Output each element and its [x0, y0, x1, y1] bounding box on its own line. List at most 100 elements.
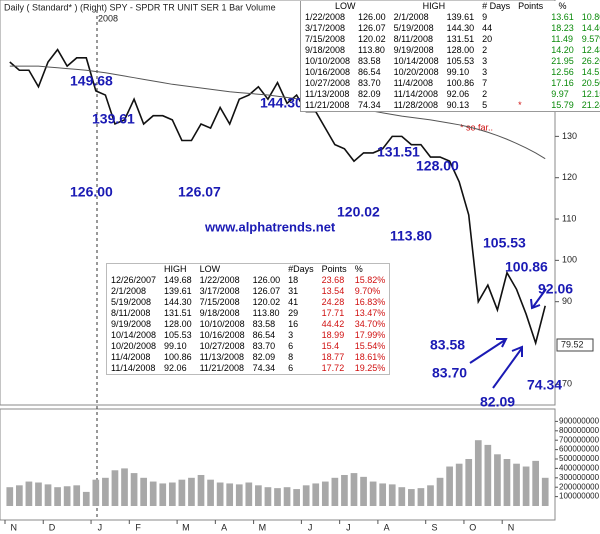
table-cell: 105.53 [446, 56, 475, 66]
y-tick-label: 90 [562, 296, 572, 306]
header-cell [107, 264, 161, 276]
table-cell: 100.86 [446, 78, 475, 88]
table-cell: 13.61 [551, 12, 574, 22]
x-tick-label: O [469, 522, 476, 532]
y-tick-label: 700000000 [559, 435, 600, 444]
table-cell: 29 [288, 308, 299, 318]
table-cell: 15.82% [354, 275, 386, 285]
table-cell: 20 [482, 34, 493, 44]
table-cell: 1/22/2008 [199, 275, 240, 285]
table-cell: 86.54 [358, 67, 381, 77]
table-cell: 128.00 [446, 45, 475, 55]
volume-bar [245, 482, 253, 506]
table-cell: 11/28/2008 [393, 100, 438, 110]
y-tick-label: 110 [562, 213, 576, 223]
table-row: 8/11/2008 131.51 9/18/2008 113.80 29 17.71 13.… [107, 308, 390, 319]
volume-bar [111, 470, 119, 506]
volume-bar [130, 473, 138, 506]
table-cell: 1/22/2008 [305, 12, 346, 22]
x-tick-label: J [346, 522, 351, 532]
table-cell: 5/19/2008 [393, 23, 434, 33]
y-tick-label: 400000000 [559, 464, 600, 473]
price-annotation: 83.58 [430, 337, 465, 353]
flag: * [518, 100, 522, 110]
table-cell: 21.95 [551, 56, 574, 66]
volume-bar [255, 485, 262, 506]
volume-bar [465, 459, 473, 506]
volume-bar [197, 474, 205, 506]
volume-bar [408, 489, 415, 506]
table-row: 9/19/2008 128.00 10/10/2008 83.58 16 44.42 34.… [107, 319, 390, 330]
moving-average [9, 65, 546, 160]
table-cell: 139.61 [164, 286, 192, 296]
table-cell: 126.00 [358, 12, 386, 22]
header-cell: % [558, 1, 567, 11]
header-cell: LOW [335, 1, 356, 11]
table-cell: 7/15/2008 [305, 34, 346, 44]
table-cell: 10.80% [581, 12, 600, 22]
table-cell: 7/15/2008 [199, 297, 240, 307]
table-cell: 31 [288, 286, 299, 296]
table-cell: 6 [288, 341, 294, 351]
table-cell: 2 [482, 89, 488, 99]
spacer [514, 67, 547, 78]
table-cell: 100.86 [164, 352, 192, 362]
volume-bar [484, 444, 492, 506]
y-tick-label: 70 [562, 379, 572, 389]
table-cell: 139.61 [446, 12, 475, 22]
volume-bar [63, 486, 71, 506]
website: www.alphatrends.net [204, 219, 336, 234]
table-cell: 99.10 [446, 67, 470, 77]
volume-bar [293, 489, 300, 506]
price-annotation: 139.61 [92, 111, 135, 127]
volume-bar [102, 477, 109, 506]
header-cell: LOW [199, 264, 221, 274]
volume-bar [474, 440, 482, 506]
volume-bar [312, 483, 320, 506]
volume-bar [503, 459, 511, 506]
table-cell: 120.02 [252, 297, 281, 307]
table-cell: 105.53 [164, 330, 192, 340]
table-cell: 19.25% [354, 363, 386, 373]
table-cell: 113.80 [252, 308, 280, 318]
volume-bar [92, 479, 100, 506]
table-cell: 126.07 [358, 23, 386, 33]
table-cell: 149.68 [164, 275, 192, 285]
spacer [514, 12, 547, 23]
table-cell: 12.48% [581, 45, 600, 55]
table-row: 10/20/2008 99.10 10/27/2008 83.70 6 15.4 15.54… [107, 341, 390, 352]
x-tick-label: F [135, 522, 141, 532]
volume-bar [494, 454, 501, 506]
table-cell: 11/13/2008 [199, 352, 244, 362]
spacer [514, 23, 547, 34]
price-annotation: 149.68 [70, 73, 113, 89]
y-tick-label: 600000000 [559, 445, 600, 454]
table-cell: 92.06 [446, 89, 470, 99]
table-cell: 10/20/2008 [393, 67, 439, 77]
table-cell: 2/1/2008 [111, 286, 147, 296]
price-annotation: 126.00 [70, 184, 113, 200]
table-row: 10/27/2008 83.70 11/4/2008 100.86 7 17.16 20.5… [301, 78, 600, 89]
volume-bar [369, 481, 377, 506]
table-cell: 83.58 [358, 56, 381, 66]
spacer [514, 45, 547, 56]
table-cell: 11/4/2008 [111, 352, 151, 362]
table-cell: 7 [482, 78, 488, 88]
x-tick-label: A [221, 522, 227, 532]
volume-bar [207, 479, 214, 506]
header-cell: HIGH [164, 264, 187, 274]
table-cell: 131.51 [446, 34, 475, 44]
price-annotation: 120.02 [337, 204, 380, 220]
table-row: 7/15/2008 120.02 8/11/2008 131.51 20 11.49 9.5… [301, 34, 600, 45]
table-cell: 3/17/2008 [305, 23, 346, 33]
table-cell: 15.79 [551, 100, 574, 110]
x-tick-label: D [49, 522, 56, 532]
table-cell: 44.42 [321, 319, 345, 329]
y-tick-label: 100 [562, 255, 577, 265]
table-row: 3/17/2008 126.07 5/19/2008 144.30 44 18.23 14.… [301, 23, 600, 34]
table-cell: 10/14/2008 [393, 56, 439, 66]
volume-bar [427, 485, 434, 506]
x-tick-label: N [508, 522, 515, 532]
table-row: 5/19/2008 144.30 7/15/2008 120.02 41 24.28 16.… [107, 297, 390, 308]
table-row: 9/18/2008 113.80 9/19/2008 128.00 2 14.20 12.4… [301, 45, 600, 56]
